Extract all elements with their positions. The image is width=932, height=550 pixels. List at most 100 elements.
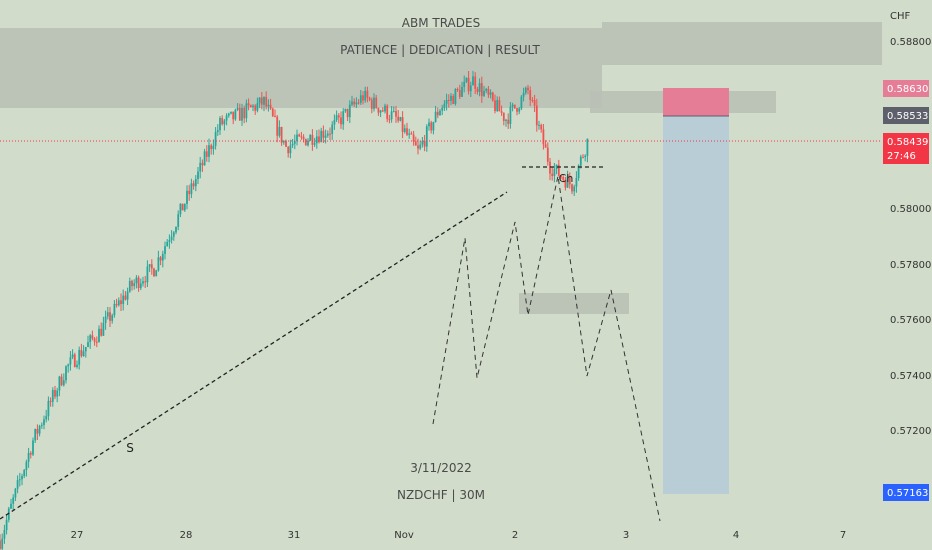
candle-body (423, 140, 426, 147)
candle-body (60, 376, 63, 386)
candle-body (62, 380, 65, 386)
candle-body (267, 104, 270, 107)
candle-body (549, 161, 551, 174)
candle-body (221, 118, 224, 125)
candle-body (322, 130, 325, 138)
candle-body (216, 130, 219, 132)
candle-body (225, 115, 228, 121)
candle-body (447, 100, 450, 102)
supply-zone-top (0, 28, 602, 108)
candle-body (527, 87, 529, 91)
target-price-tag-text: 0.57163 (887, 488, 928, 499)
candle-body (172, 232, 175, 237)
y-tick-label: 0.57600 (890, 315, 931, 326)
candle-body (234, 109, 237, 120)
candle-body (313, 143, 316, 145)
candle-body (304, 139, 307, 146)
candle-body (40, 424, 43, 426)
x-tick-label: 27 (71, 530, 84, 541)
candle-body (212, 145, 215, 150)
candle-body (362, 95, 364, 101)
candle-body (230, 111, 232, 114)
candle-body (49, 400, 52, 402)
candle-body (359, 95, 362, 103)
candle-body (408, 133, 411, 135)
candle-body (219, 118, 221, 131)
y-tick-label: 0.57400 (890, 371, 931, 382)
candle-body (403, 128, 406, 132)
candle-body (412, 134, 415, 142)
y-tick-label: 0.58000 (890, 204, 931, 215)
candle-body (157, 257, 160, 271)
candle-body (102, 322, 105, 336)
candle-body (434, 111, 437, 123)
trendline[interactable] (0, 191, 508, 520)
candle-body (282, 141, 285, 143)
candle-body (399, 117, 402, 121)
candle-body (392, 111, 395, 113)
candle-body (395, 111, 397, 117)
projection-path[interactable] (432, 175, 661, 522)
candle-body (54, 389, 56, 397)
candle-body (353, 101, 356, 105)
candle-body (551, 173, 554, 176)
candle-body (577, 165, 580, 178)
axis-currency-label: CHF (890, 11, 911, 22)
stop-price-tag-text: 0.58630 (887, 84, 928, 95)
candle-body (584, 155, 587, 158)
candle-body (302, 136, 305, 140)
candle-body (397, 116, 400, 121)
candle-body (142, 281, 144, 284)
candle-body (546, 147, 549, 162)
candle-body (12, 497, 15, 504)
candle-body (432, 122, 435, 131)
candle-body (91, 335, 94, 339)
candle-body (199, 162, 202, 172)
candle-body (456, 88, 459, 91)
candle-body (23, 470, 26, 477)
candle-body (183, 203, 186, 211)
candle-body (579, 156, 582, 166)
x-tick-label: 2 (512, 530, 518, 541)
candle-body (573, 186, 576, 192)
candle-body (95, 341, 98, 343)
candle-body (76, 364, 78, 367)
x-tick-label: 7 (840, 530, 846, 541)
candle-body (566, 176, 569, 188)
candle-body (511, 104, 514, 107)
watermark-symbol: NZDCHF | 30M (397, 488, 485, 502)
supply-zone-right (602, 22, 882, 65)
candle-body (507, 119, 510, 124)
candle-body (104, 316, 107, 323)
candle-body (115, 303, 118, 306)
candle-body (3, 530, 6, 539)
last-price-tag (883, 133, 929, 164)
candle-body (406, 128, 408, 135)
candle-body (179, 203, 182, 215)
candle-body (170, 236, 173, 241)
candle-body (98, 328, 100, 343)
candle-body (465, 77, 468, 82)
candle-body (38, 425, 41, 434)
candle-body (51, 389, 54, 402)
candle-body (16, 480, 19, 489)
candle-body (258, 97, 261, 104)
candle-body (161, 253, 164, 261)
candle-body (194, 179, 197, 187)
candle-body (243, 107, 246, 119)
candle-body (480, 83, 483, 96)
candle-body (381, 110, 384, 112)
candle-body (421, 140, 424, 145)
candle-body (249, 105, 252, 108)
candle-body (232, 111, 235, 120)
candle-body (472, 76, 474, 86)
x-tick-label: 3 (623, 530, 629, 541)
candle-body (410, 133, 413, 135)
candle-body (120, 300, 122, 305)
candle-body (177, 214, 180, 227)
candle-body (135, 277, 138, 284)
candle-body (318, 136, 320, 143)
candle-body (315, 136, 318, 144)
candle-body (131, 280, 133, 287)
